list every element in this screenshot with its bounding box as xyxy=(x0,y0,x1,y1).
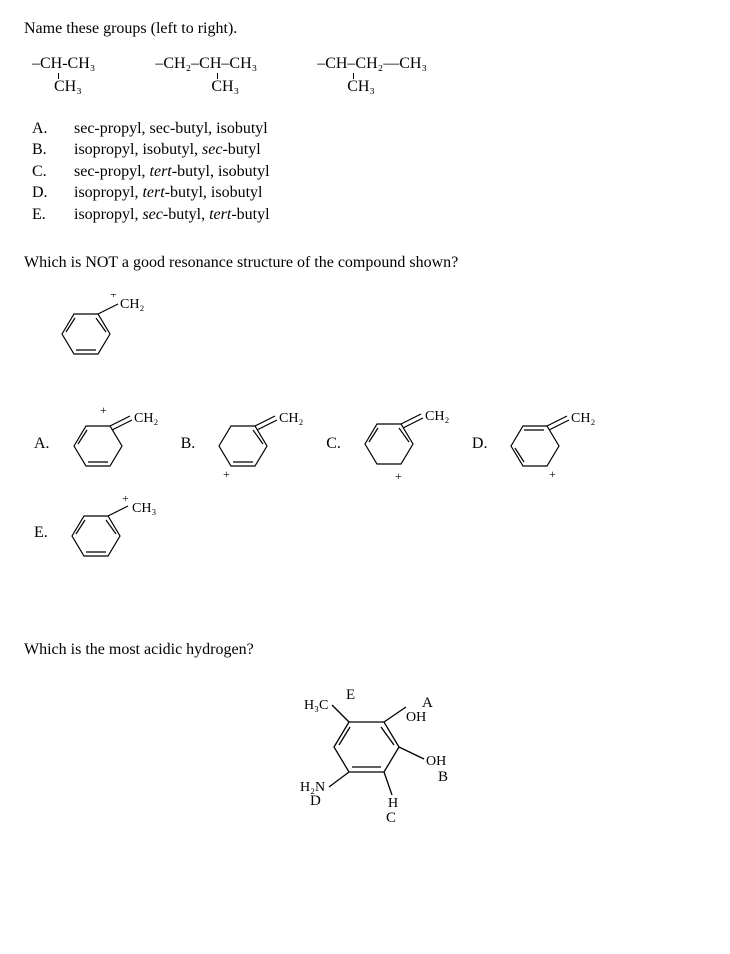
opt-text: sec-propyl, tert-butyl, isobutyl xyxy=(74,161,270,183)
svg-text:+: + xyxy=(549,467,556,481)
svg-text:CH₂: CH₂ xyxy=(571,411,595,426)
svg-text:D: D xyxy=(310,793,321,809)
q2-choice-b: B. + CH₂ xyxy=(181,406,317,481)
svg-text:E: E xyxy=(346,687,355,703)
svg-text:CH₂: CH₂ xyxy=(120,297,144,312)
q1-struct-3-line1: –CH–CH₂—CH₃ xyxy=(317,56,427,73)
q2-prompt: Which is NOT a good resonance structure … xyxy=(24,254,706,272)
choice-label: B. xyxy=(181,435,196,453)
q1-opt-d: D. isopropyl, tert-butyl, isobutyl xyxy=(32,182,706,204)
opt-letter: A. xyxy=(32,118,52,140)
svg-text:OH: OH xyxy=(406,710,426,725)
opt-text: isopropyl, tert-butyl, isobutyl xyxy=(74,182,262,204)
q1-options: A. sec-propyl, sec-butyl, isobutyl B. is… xyxy=(32,118,706,226)
q3-structure: E H₃C A OH OH B H C H₂N D xyxy=(254,677,706,842)
choice-label: C. xyxy=(326,435,341,453)
q1-opt-b: B. isopropyl, isobutyl, sec-butyl xyxy=(32,139,706,161)
q1-struct-2-line1: –CH₂–CH–CH₃ xyxy=(155,56,257,73)
choice-label: A. xyxy=(34,435,50,453)
q1-structures: –CH-CH₃ CH₃ –CH₂–CH–CH₃ CH₃ –CH–CH₂—CH₃ … xyxy=(32,56,706,96)
q2-choices-row: A. + CH₂ B. xyxy=(34,404,706,484)
svg-text:+: + xyxy=(110,294,117,301)
q1-opt-e: E. isopropyl, sec-butyl, tert-butyl xyxy=(32,204,706,226)
svg-text:A: A xyxy=(422,695,433,711)
opt-letter: C. xyxy=(32,161,52,183)
q3-prompt: Which is the most acidic hydrogen? xyxy=(24,641,706,659)
choice-label: E. xyxy=(34,524,48,542)
q1-struct-3: –CH–CH₂—CH₃ CH₃ xyxy=(317,56,427,96)
opt-text: sec-propyl, sec-butyl, isobutyl xyxy=(74,118,268,140)
svg-text:B: B xyxy=(438,769,448,785)
svg-text:H₃C: H₃C xyxy=(304,698,328,713)
q1-struct-1-line2: CH₃ xyxy=(32,79,95,96)
svg-text:OH: OH xyxy=(426,754,446,769)
svg-text:+: + xyxy=(122,496,129,505)
q2-choice-c: C. + CH₂ xyxy=(326,404,462,484)
q1-struct-3-line2: CH₃ xyxy=(317,79,427,96)
opt-letter: E. xyxy=(32,204,52,226)
q1-opt-a: A. sec-propyl, sec-butyl, isobutyl xyxy=(32,118,706,140)
q2-main-structure: + CH₂ xyxy=(42,294,706,374)
opt-letter: D. xyxy=(32,182,52,204)
q1-struct-2: –CH₂–CH–CH₃ CH₃ xyxy=(155,56,257,96)
q2-choice-e: E. + CH₃ xyxy=(34,496,706,571)
svg-text:H: H xyxy=(388,796,398,811)
opt-text: isopropyl, isobutyl, sec-butyl xyxy=(74,139,261,161)
svg-text:CH₂: CH₂ xyxy=(279,411,303,426)
svg-text:CH₂: CH₂ xyxy=(425,409,449,424)
q1-struct-1-line1: –CH-CH₃ xyxy=(32,56,95,73)
svg-text:CH₂: CH₂ xyxy=(134,411,158,426)
q2-choice-d: D. + CH₂ xyxy=(472,406,609,481)
q2-choice-a: A. + CH₂ xyxy=(34,406,171,481)
q1-opt-c: C. sec-propyl, tert-butyl, isobutyl xyxy=(32,161,706,183)
choice-label: D. xyxy=(472,435,488,453)
opt-letter: B. xyxy=(32,139,52,161)
q1-prompt: Name these groups (left to right). xyxy=(24,20,706,38)
opt-text: isopropyl, sec-butyl, tert-butyl xyxy=(74,204,270,226)
svg-text:+: + xyxy=(100,406,107,417)
q1-struct-2-line2: CH₃ xyxy=(155,79,257,96)
svg-text:+: + xyxy=(395,469,402,483)
svg-text:+: + xyxy=(223,467,230,481)
svg-text:CH₃: CH₃ xyxy=(132,501,156,516)
q1-struct-1: –CH-CH₃ CH₃ xyxy=(32,56,95,96)
svg-text:C: C xyxy=(386,810,396,826)
